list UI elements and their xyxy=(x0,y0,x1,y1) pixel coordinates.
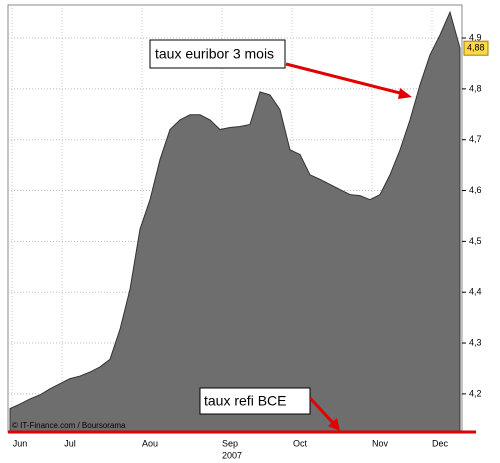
x-tick-label: Jun xyxy=(13,438,28,448)
arrow xyxy=(308,396,336,426)
annotation-box xyxy=(149,39,286,69)
y-tick-label: 4,3 xyxy=(469,337,482,347)
x-tick-label: Sep xyxy=(222,438,238,448)
source: © IT-Finance.com / Boursorama xyxy=(12,421,126,430)
y-tick-label: 4,6 xyxy=(469,185,482,195)
arrow-head xyxy=(398,88,412,99)
x-tick-label: Jul xyxy=(64,438,76,448)
x-axis-label: 2007 xyxy=(222,450,242,460)
annotation: taux refi BCE xyxy=(204,393,286,409)
y-tick-label: 4,8 xyxy=(469,83,482,93)
y-tick-label: 4,2 xyxy=(469,388,482,398)
x-tick-label: Nov xyxy=(372,438,389,448)
y-tick-label: 4,4 xyxy=(469,287,482,297)
y-tick-label: 4,9 xyxy=(469,32,482,42)
arrow-head xyxy=(328,418,340,431)
last-value-label: 4,88 xyxy=(467,43,485,53)
annotation: taux euribor 3 mois xyxy=(155,46,274,62)
x-tick-label: Aou xyxy=(142,438,158,448)
last-value-box xyxy=(463,40,489,56)
area xyxy=(9,10,461,433)
y-tick-label: 4,7 xyxy=(469,134,482,144)
arrow xyxy=(285,62,405,96)
labels: 4,2 4,3 4,4 4,5 4,6 4,7 4,8 4,9 Jun Jul Aou Sep Oct N… xyxy=(13,32,489,448)
annotation-box xyxy=(199,387,311,415)
y-tick-label: 4,5 xyxy=(469,236,482,246)
marks xyxy=(9,10,461,433)
x-tick-label: Dec xyxy=(432,438,449,448)
x-tick-label: Oct xyxy=(293,438,308,448)
